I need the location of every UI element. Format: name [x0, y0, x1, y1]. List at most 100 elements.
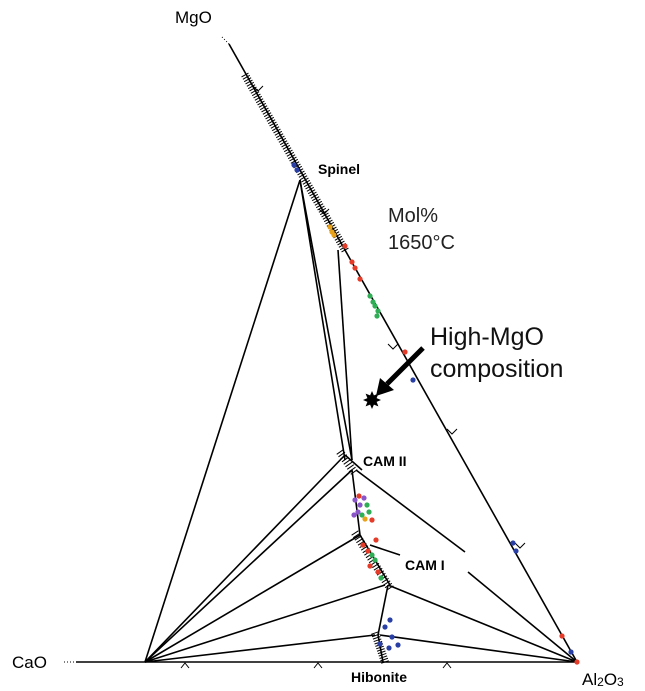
- composition-point: [364, 502, 370, 508]
- hatch-mark: [314, 200, 323, 206]
- tie-cam1-al2o3: [369, 544, 401, 556]
- composition-point: [349, 259, 355, 265]
- hatch-mark: [245, 79, 253, 85]
- hatch-mark: [263, 112, 272, 118]
- hatch-mark: [247, 84, 256, 90]
- composition-point: [359, 512, 365, 518]
- hatch-mark: [301, 177, 309, 183]
- hatch-mark: [380, 657, 389, 662]
- composition-point: [574, 659, 580, 665]
- hatch-mark: [335, 238, 344, 244]
- hatch-mark: [383, 580, 391, 586]
- cam2-field: [344, 454, 363, 471]
- hatch-mark: [290, 158, 299, 164]
- hatch-mark: [302, 179, 311, 185]
- high-mgo-composition-marker: [363, 391, 381, 409]
- edge-tick: [446, 428, 458, 435]
- temperature-label: 1650°C: [388, 232, 455, 254]
- hatch-mark: [278, 137, 287, 143]
- hatch-mark: [307, 189, 316, 195]
- hatch-mark: [311, 196, 320, 202]
- composition-point: [369, 517, 375, 523]
- composition-point: [386, 645, 392, 651]
- hatch-mark: [318, 207, 327, 213]
- hatch-mark: [241, 72, 249, 78]
- composition-point: [331, 232, 337, 238]
- hatch-mark: [271, 126, 280, 132]
- composition-point: [362, 516, 368, 522]
- hatch-mark: [341, 247, 349, 253]
- phase-label-cam1: CAM I: [405, 557, 445, 573]
- hatch-mark: [381, 660, 389, 664]
- composition-point: [356, 493, 362, 499]
- hatch-mark: [371, 633, 380, 638]
- hatch-mark: [310, 193, 319, 199]
- hatch-mark: [338, 451, 346, 458]
- composition-point: [378, 575, 384, 581]
- hatch-mark: [313, 198, 321, 204]
- tie-cam2-al2o3-b: [467, 571, 578, 663]
- hatch-mark: [298, 172, 307, 178]
- hatch-mark: [377, 650, 386, 655]
- tie-cao-cam2b: [144, 469, 353, 663]
- tie-spinel-cam2: [299, 179, 346, 461]
- hatch-mark: [350, 469, 358, 475]
- hatch-mark: [309, 191, 317, 197]
- hatch-mark: [254, 95, 263, 101]
- hatch-mark: [373, 565, 381, 571]
- composition-point: [366, 509, 372, 515]
- composition-point: [352, 265, 358, 271]
- composition-point: [402, 349, 408, 355]
- cam2-solid-solution-hatch: [336, 449, 358, 475]
- hatch-mark: [354, 535, 362, 541]
- hatch-mark: [286, 151, 295, 157]
- callout-line-1: High-MgO: [430, 323, 544, 351]
- composition-point: [374, 313, 380, 319]
- mgo-end-dots: [221, 36, 230, 45]
- tie-cam2-cam1: [351, 469, 361, 536]
- hatch-mark: [281, 142, 289, 148]
- composition-point: [568, 649, 574, 655]
- composition-point: [375, 308, 381, 314]
- ternary-edges: [76, 43, 578, 663]
- composition-point: [410, 377, 416, 383]
- hatch-mark: [273, 128, 281, 134]
- edge-tick: [318, 208, 330, 215]
- hatch-mark: [243, 77, 252, 83]
- composition-point: [342, 243, 348, 249]
- hatch-mark: [274, 130, 283, 136]
- hatch-mark: [262, 109, 271, 115]
- tie-cao-hibonite: [144, 634, 376, 663]
- hatch-mark: [257, 100, 265, 106]
- composition-point: [395, 642, 401, 648]
- base-tick: [442, 662, 452, 669]
- composition-point: [372, 303, 378, 309]
- hatch-mark: [279, 140, 288, 146]
- composition-point: [351, 512, 357, 518]
- composition-point: [357, 276, 363, 282]
- arrow-head: [376, 378, 394, 396]
- hatch-mark: [321, 212, 329, 218]
- vertex-label-al2o3: Al2O3: [582, 670, 624, 689]
- hatch-mark: [259, 105, 268, 111]
- hatch-mark: [337, 240, 345, 246]
- hatch-mark: [341, 456, 349, 463]
- hatch-mark: [356, 537, 364, 544]
- hatch-mark: [297, 170, 305, 176]
- hatch-mark: [305, 184, 313, 190]
- composition-points: [291, 162, 580, 665]
- composition-point: [559, 633, 565, 639]
- hatch-mark: [282, 144, 291, 150]
- hatch-mark: [275, 133, 284, 139]
- base-tick: [313, 662, 323, 669]
- composition-point: [389, 634, 395, 640]
- hatch-mark: [378, 652, 387, 657]
- composition-point: [327, 224, 333, 230]
- hatch-mark: [242, 74, 251, 80]
- hatch-mark: [255, 98, 264, 104]
- hatch-mark: [371, 631, 379, 635]
- tie-cao-cam2: [144, 454, 346, 663]
- hatch-mark: [360, 545, 369, 551]
- composition-point: [510, 540, 516, 546]
- edge-ticks: [180, 85, 526, 669]
